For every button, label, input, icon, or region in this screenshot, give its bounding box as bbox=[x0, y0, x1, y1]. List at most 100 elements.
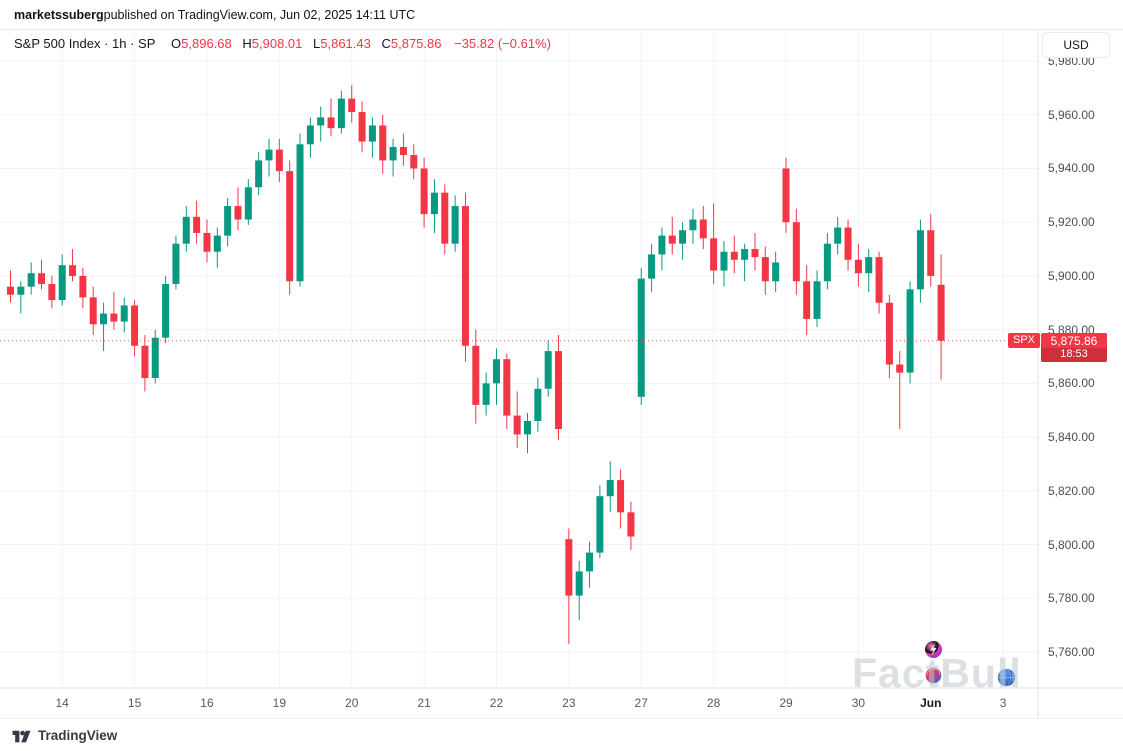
candle bbox=[17, 281, 25, 314]
candle bbox=[203, 219, 211, 263]
chart-legend: S&P 500 Index · 1h · SP O5,896.68 H5,908… bbox=[14, 36, 551, 51]
candle bbox=[596, 485, 604, 558]
candle bbox=[255, 152, 263, 196]
price-tick-label: 5,920.00 bbox=[1048, 215, 1095, 230]
candle bbox=[575, 560, 583, 620]
price-tick-label: 5,900.00 bbox=[1048, 268, 1095, 283]
currency-selector-button[interactable]: USD bbox=[1042, 32, 1110, 58]
candle bbox=[513, 391, 521, 448]
candle bbox=[544, 340, 552, 397]
candle bbox=[265, 138, 273, 177]
candle bbox=[751, 232, 759, 271]
candle bbox=[348, 85, 356, 123]
candle bbox=[379, 114, 387, 174]
candle bbox=[89, 286, 97, 336]
candle bbox=[668, 216, 676, 255]
candle bbox=[38, 259, 46, 290]
candle bbox=[131, 300, 139, 357]
candle bbox=[720, 240, 728, 287]
candle bbox=[141, 335, 149, 392]
candle bbox=[658, 227, 666, 271]
candle bbox=[420, 157, 428, 228]
candle bbox=[110, 292, 118, 330]
price-tick-label: 5,760.00 bbox=[1048, 645, 1095, 659]
candle bbox=[741, 243, 749, 282]
time-tick-label: 28 bbox=[706, 696, 721, 710]
candle bbox=[492, 348, 500, 405]
candle bbox=[617, 469, 625, 529]
author-link[interactable]: marketssuberg bbox=[14, 7, 104, 22]
time-tick-label: 16 bbox=[200, 696, 214, 710]
candle bbox=[306, 117, 314, 158]
candle bbox=[854, 243, 862, 287]
candle bbox=[637, 267, 645, 405]
candle bbox=[441, 184, 449, 255]
time-tick-label: 30 bbox=[851, 696, 866, 710]
candle bbox=[710, 203, 718, 284]
candle bbox=[120, 297, 128, 333]
candle bbox=[823, 232, 831, 290]
tradingview-logo-icon[interactable] bbox=[12, 728, 31, 743]
time-tick-label: 20 bbox=[345, 696, 359, 710]
time-tick-label: 14 bbox=[55, 696, 69, 710]
candle bbox=[451, 195, 459, 252]
time-tick-label: 29 bbox=[779, 696, 793, 710]
symbol-price-flag: SPX bbox=[1008, 333, 1041, 349]
grid-vertical bbox=[61, 30, 1004, 688]
spark-icon bbox=[925, 641, 942, 658]
candle bbox=[234, 187, 242, 231]
candle bbox=[27, 262, 35, 295]
candle bbox=[358, 101, 366, 153]
candle bbox=[162, 275, 170, 344]
price-tick-label: 5,860.00 bbox=[1048, 376, 1095, 391]
candle bbox=[7, 270, 14, 303]
candle bbox=[606, 461, 614, 513]
candle bbox=[48, 275, 56, 309]
ohlc-open-label: O bbox=[171, 36, 182, 51]
grid-horizontal bbox=[0, 60, 1038, 653]
ohlc-high-label: H bbox=[242, 36, 252, 51]
candle bbox=[368, 117, 376, 158]
candle bbox=[296, 133, 304, 287]
candle bbox=[586, 541, 594, 588]
candle bbox=[337, 90, 345, 134]
candle bbox=[430, 179, 438, 233]
candle bbox=[782, 157, 790, 233]
time-axis[interactable]: 14 15 16 19 20 21 22 23 27 28 29 30 Jun 3 bbox=[0, 688, 1038, 718]
price-axis[interactable]: 5,980.00 5,960.00 5,940.00 5,920.00 5,900.00… bbox=[1038, 30, 1123, 718]
candle bbox=[865, 249, 873, 293]
candle bbox=[792, 208, 800, 295]
time-tick-label: 15 bbox=[127, 696, 142, 710]
candles-layer bbox=[7, 85, 945, 644]
candle bbox=[906, 281, 914, 384]
candle bbox=[896, 351, 904, 430]
candle bbox=[730, 235, 738, 274]
candle bbox=[699, 206, 707, 250]
candle bbox=[193, 200, 201, 244]
candle bbox=[327, 98, 335, 137]
candle bbox=[58, 254, 66, 306]
candle bbox=[927, 214, 935, 287]
candle bbox=[317, 106, 325, 142]
change-value: −35.82 (−0.61%) bbox=[454, 36, 551, 51]
time-tick-label: 19 bbox=[272, 696, 286, 710]
tradingview-brand-link[interactable]: TradingView bbox=[38, 727, 118, 743]
candle bbox=[461, 192, 469, 362]
candle bbox=[937, 254, 945, 380]
attribution-text: published on TradingView.com, Jun 02, 20… bbox=[103, 7, 416, 22]
attribution-bar: marketssuberg published on TradingView.c… bbox=[0, 0, 1123, 30]
candle bbox=[803, 265, 811, 336]
symbol-title[interactable]: S&P 500 Index · 1h · SP bbox=[14, 36, 156, 51]
candle bbox=[648, 243, 656, 293]
price-tick-label: 5,800.00 bbox=[1048, 537, 1095, 552]
candle bbox=[399, 133, 407, 166]
bar-countdown: 18:53 bbox=[1041, 348, 1107, 363]
candle bbox=[79, 267, 87, 309]
candle bbox=[844, 219, 852, 271]
candle bbox=[224, 198, 232, 247]
footer-bar: TradingView bbox=[0, 718, 1123, 751]
time-tick-label: Jun bbox=[920, 696, 942, 710]
candle bbox=[916, 219, 924, 303]
